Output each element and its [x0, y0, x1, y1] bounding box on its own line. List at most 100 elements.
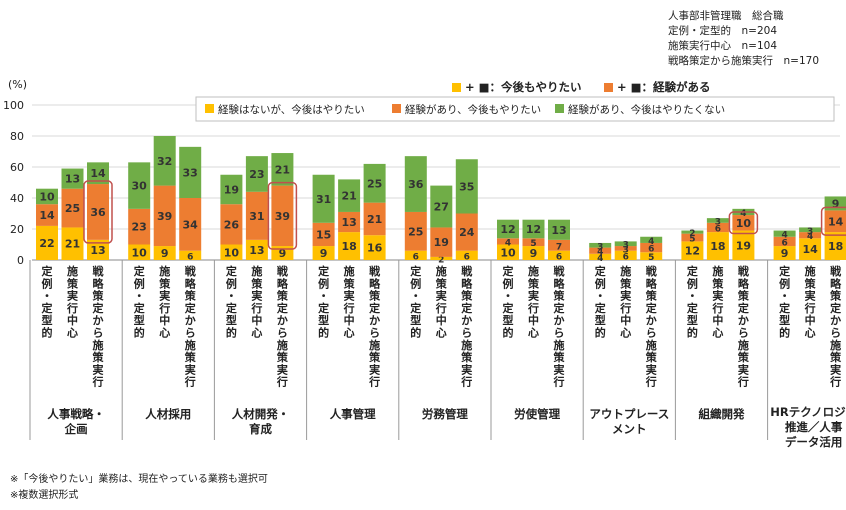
bar-segment [548, 219, 570, 240]
bar-segment [614, 241, 637, 247]
subcategory-label-char: 的 [134, 326, 145, 340]
bar-segment [220, 174, 243, 205]
subcategory-label-char: 定 [410, 264, 421, 278]
data-label: 35 [459, 180, 474, 193]
subcategory-label-char: 実 [369, 362, 380, 376]
subcategory-label-char: 策 [645, 350, 658, 364]
subcategory-label-char: 策 [92, 350, 105, 364]
data-label: 36 [408, 178, 424, 191]
subcategory-label-char: か [646, 314, 657, 327]
subcategory-label-char: 心 [159, 327, 170, 340]
subcategory-label-char: 戦 [277, 264, 289, 278]
data-label: 19 [434, 236, 449, 249]
data-label: 6 [413, 252, 419, 262]
bar-segment [36, 225, 58, 260]
data-label: 22 [39, 237, 54, 250]
data-label: 14 [39, 209, 55, 222]
subcategory-label-char: 実 [159, 289, 170, 303]
data-label: 6 [648, 245, 654, 255]
bar-segment [589, 253, 612, 260]
legend-experienced: + ■：経験がある [604, 79, 711, 95]
data-label: 21 [65, 238, 80, 251]
subcategory-label-char: 施 [159, 264, 170, 278]
bar-segment [153, 185, 176, 247]
subcategory-label-char: 施 [93, 338, 104, 352]
subcategory-label-char: 的 [42, 326, 53, 340]
subcategory-label-char: 定 [134, 301, 145, 315]
bar-segment [497, 238, 519, 245]
data-label: 9 [832, 197, 840, 210]
data-label: 13 [249, 244, 264, 257]
bar-segment [36, 204, 58, 226]
subcategory-label-char: 心 [620, 327, 631, 340]
subcategory-label-char: 施 [620, 264, 631, 278]
data-label: 9 [279, 247, 287, 260]
bar-segment [681, 233, 704, 242]
data-label: 36 [90, 206, 106, 219]
subcategory-label-char: ら [830, 327, 841, 340]
bar-segment [640, 236, 663, 243]
data-label: 25 [65, 202, 80, 215]
subcategory-label-char: 例 [779, 276, 790, 290]
bar-segment [706, 222, 729, 233]
subcategory-label-char: 略 [93, 276, 105, 290]
data-label: 24 [459, 226, 475, 239]
subcategory-label-char: 行 [368, 375, 380, 389]
subcategory-label-char: ・ [503, 290, 514, 303]
y-tick-label: 60 [10, 161, 24, 174]
subcategory-label-char: 戦 [185, 264, 197, 278]
data-label: 9 [530, 247, 538, 260]
legend-swatch-orange [604, 82, 613, 92]
subcategory-label-char: 策 [553, 350, 566, 364]
data-label: 13 [551, 224, 566, 237]
subcategory-label-char: 略 [830, 276, 842, 290]
subcategory-label-char: か [461, 314, 472, 327]
subcategory-label-char: 定 [318, 301, 329, 315]
y-tick-label: 80 [10, 130, 24, 143]
data-label: 10 [224, 246, 240, 259]
subcategory-label-char: 行 [711, 301, 723, 315]
subcategory-label-char: ら [185, 327, 196, 340]
subcategory-label-char: 型 [687, 313, 698, 327]
subcategory-label-char: 実 [554, 362, 565, 376]
subcategory-label-char: 定 [461, 301, 472, 315]
subcategory-label-char: 策 [368, 350, 381, 364]
subcategory-label-char: 策 [368, 289, 381, 303]
data-label: 4 [807, 232, 813, 242]
subcategory-label-char: 例 [42, 276, 53, 290]
subcategory-label-char: 型 [42, 313, 53, 327]
subcategory-label-char: 定 [226, 264, 237, 278]
bar-segment [61, 188, 84, 228]
subcategory-label-char: ら [461, 327, 472, 340]
bar-segment [681, 241, 704, 260]
bar-segment [732, 230, 755, 260]
data-label: 12 [685, 245, 700, 258]
data-label: 21 [341, 190, 356, 203]
data-label: 5 [648, 253, 654, 263]
subcategory-label-char: 行 [92, 375, 104, 389]
bar-segment [245, 191, 268, 240]
legend-box [195, 96, 835, 122]
data-label: 39 [157, 210, 172, 223]
subcategory-label-char: ら [554, 327, 565, 340]
group-label: 育成 [249, 422, 272, 436]
subcategory-label-char: 施 [277, 338, 288, 352]
subcategory-label-char: 行 [645, 375, 657, 389]
group-label: 労務管理 [422, 407, 468, 421]
subcategory-label-char: か [830, 314, 841, 327]
subcategory-label-char: 心 [251, 327, 262, 340]
subcategory-label-char: 施 [738, 338, 749, 352]
subcategory-label-char: 行 [158, 301, 170, 315]
bar-segment [61, 168, 84, 189]
bar-segment [179, 146, 202, 198]
subcategory-label-char: 策 [184, 289, 197, 303]
subcategory-label-char: 策 [435, 276, 448, 290]
bar-segment [706, 218, 729, 223]
subcategory-label-char: 中 [251, 313, 262, 327]
bar-segment [179, 250, 202, 260]
data-label: 16 [367, 242, 383, 255]
bar-segment [732, 215, 755, 231]
footnote: ※複数選択形式 [10, 490, 79, 501]
subcategory-label-char: 略 [554, 276, 566, 290]
